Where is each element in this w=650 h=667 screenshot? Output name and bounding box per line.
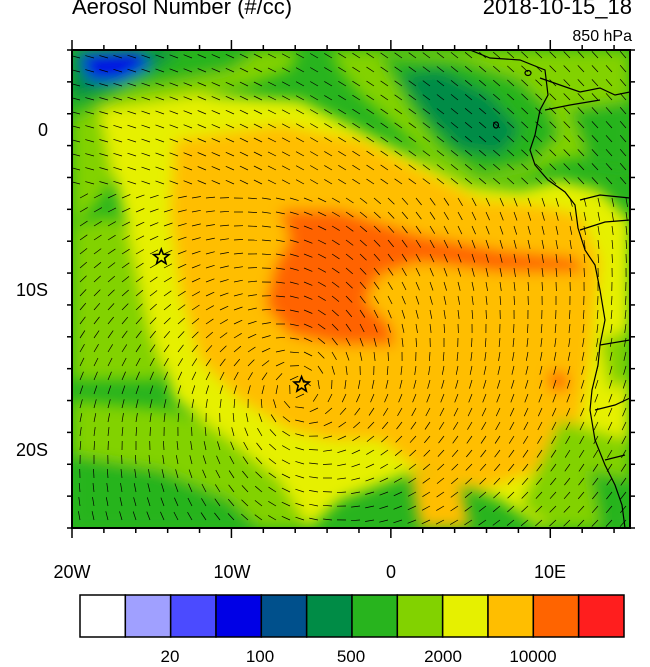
colorbar-swatch [215, 594, 263, 638]
lat-label-20s: 20S [15, 440, 48, 460]
lon-label-10e: 10E [533, 562, 567, 582]
colorbar-label-20: 20 [160, 647, 180, 666]
colorbar-label-500: 500 [336, 647, 366, 666]
star-marker-2 [291, 374, 312, 393]
colorbar-swatch [396, 594, 444, 638]
axis-ticks [67, 40, 635, 538]
lat-label-0: 0 [37, 120, 48, 140]
colorbar-swatch [79, 594, 127, 638]
colorbar-swatch [351, 594, 399, 638]
plot-title: Aerosol Number (#/cc) [72, 0, 293, 19]
lat-label-10s: 10S [15, 280, 48, 300]
plot-frame [71, 49, 631, 529]
colorbar-swatch [124, 594, 172, 638]
colorbar-swatch [441, 594, 489, 638]
colorbar-swatch [577, 594, 625, 638]
colorbar-swatch [487, 594, 535, 638]
colorbar-swatch [260, 594, 308, 638]
datetime-label: 2018-10-15_18 [482, 0, 632, 19]
colorbar-label-10000: 10000 [509, 647, 557, 666]
colorbar-swatch [305, 594, 353, 638]
wind-barbs [72, 50, 628, 527]
star-marker-1 [151, 246, 171, 266]
lon-label-10w: 10W [213, 562, 251, 582]
lon-label-20w: 20W [53, 562, 91, 582]
colorbar-label-2000: 2000 [424, 647, 462, 666]
coastlines [469, 50, 630, 528]
lon-label-0: 0 [385, 562, 397, 582]
pressure-level-label: 850 hPa [572, 28, 632, 45]
colorbar-swatch [169, 594, 217, 638]
colorbar [79, 594, 625, 638]
aerosol-field [72, 50, 630, 528]
colorbar-swatch [532, 594, 580, 638]
colorbar-label-100: 100 [245, 647, 275, 666]
